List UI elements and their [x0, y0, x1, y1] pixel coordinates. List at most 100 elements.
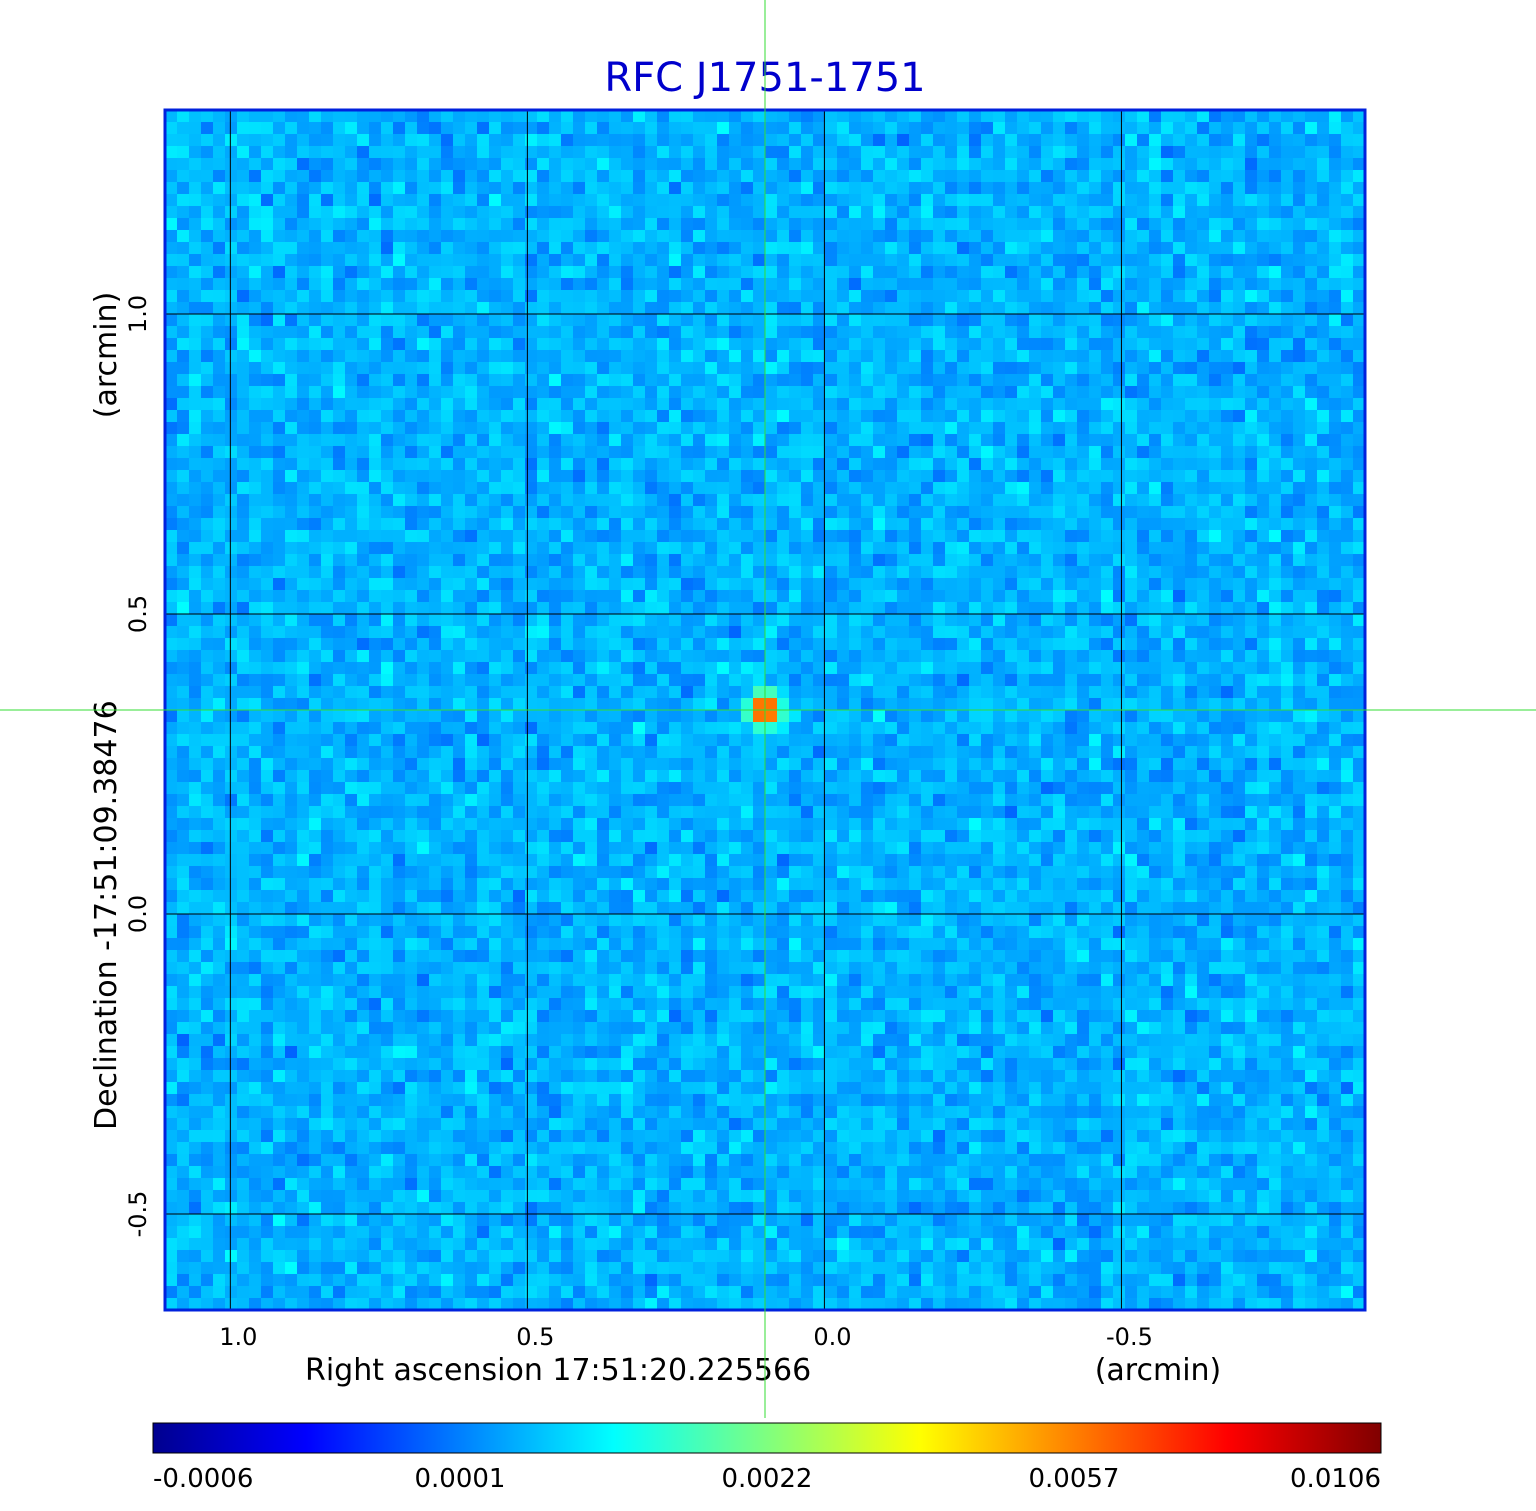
heatmap-cell [957, 698, 970, 711]
heatmap-cell [165, 314, 178, 327]
heatmap-cell [753, 614, 766, 627]
heatmap-cell [873, 302, 886, 315]
heatmap-cell [717, 494, 730, 507]
heatmap-cell [165, 698, 178, 711]
heatmap-cell [789, 158, 802, 171]
heatmap-cell [165, 362, 178, 375]
heatmap-cell [249, 218, 262, 231]
heatmap-cell [861, 482, 874, 495]
heatmap-cell [237, 266, 250, 279]
heatmap-cell [273, 578, 286, 591]
heatmap-cell [381, 158, 394, 171]
heatmap-cell [1041, 674, 1054, 687]
heatmap-cell [765, 458, 778, 471]
heatmap-cell [1257, 230, 1270, 243]
heatmap-cell [1041, 362, 1054, 375]
heatmap-cell [1101, 242, 1114, 255]
heatmap-cell [573, 110, 586, 123]
heatmap-cell [753, 422, 766, 435]
heatmap-cell [1089, 302, 1102, 315]
heatmap-cell [741, 254, 754, 267]
heatmap-cell [357, 434, 370, 447]
heatmap-cell [1125, 266, 1138, 279]
heatmap-cell [669, 242, 682, 255]
heatmap-cell [345, 422, 358, 435]
heatmap-cell [1245, 446, 1258, 459]
heatmap-cell [489, 686, 502, 699]
heatmap-cell [1197, 518, 1210, 531]
heatmap-cell [1125, 398, 1138, 411]
heatmap-cell [981, 254, 994, 267]
heatmap-cell [825, 686, 838, 699]
heatmap-cell [501, 158, 514, 171]
heatmap-cell [573, 398, 586, 411]
heatmap-cell [177, 242, 190, 255]
heatmap-cell [357, 230, 370, 243]
heatmap-cell [417, 482, 430, 495]
heatmap-cell [717, 482, 730, 495]
heatmap-cell [813, 494, 826, 507]
heatmap-cell [357, 398, 370, 411]
heatmap-cell [717, 278, 730, 291]
heatmap-cell [1161, 614, 1174, 627]
heatmap-cell [417, 362, 430, 375]
heatmap-cell [813, 566, 826, 579]
heatmap-cell [177, 254, 190, 267]
heatmap-cell [1257, 458, 1270, 471]
heatmap-cell [1257, 194, 1270, 207]
heatmap-cell [501, 614, 514, 627]
heatmap-cell [885, 626, 898, 639]
heatmap-cell [885, 530, 898, 543]
heatmap-cell [993, 554, 1006, 567]
heatmap-cell [957, 110, 970, 123]
heatmap-cell [1137, 590, 1150, 603]
heatmap-cell [717, 554, 730, 567]
heatmap-cell [585, 290, 598, 303]
heatmap-cell [321, 338, 334, 351]
heatmap-cell [645, 698, 658, 711]
heatmap-cell [657, 494, 670, 507]
heatmap-cell [1077, 350, 1090, 363]
heatmap-cell [501, 290, 514, 303]
heatmap-cell [1305, 638, 1318, 651]
heatmap-cell [633, 494, 646, 507]
heatmap-cell [1137, 686, 1150, 699]
heatmap-cell [417, 578, 430, 591]
heatmap-cell [429, 602, 442, 615]
heatmap-cell [1197, 674, 1210, 687]
heatmap-cell [633, 242, 646, 255]
heatmap-cell [1029, 206, 1042, 219]
heatmap-cell [933, 482, 946, 495]
heatmap-cell [933, 278, 946, 291]
heatmap-cell [1053, 158, 1066, 171]
heatmap-cell [549, 302, 562, 315]
heatmap-cell [333, 650, 346, 663]
heatmap-cell [1149, 494, 1162, 507]
heatmap-cell [345, 326, 358, 339]
heatmap-cell [717, 206, 730, 219]
heatmap-cell [921, 266, 934, 279]
heatmap-cell [1173, 542, 1186, 555]
heatmap-cell [981, 230, 994, 243]
heatmap-cell [1281, 614, 1294, 627]
heatmap-cell [693, 518, 706, 531]
heatmap-cell [1269, 650, 1282, 663]
heatmap-cell [441, 446, 454, 459]
heatmap-cell [1005, 110, 1018, 123]
heatmap-cell [213, 590, 226, 603]
heatmap-cell [1065, 446, 1078, 459]
heatmap-cell [813, 374, 826, 387]
heatmap-cell [225, 242, 238, 255]
heatmap-cell [537, 122, 550, 135]
heatmap-cell [705, 614, 718, 627]
heatmap-cell [441, 362, 454, 375]
heatmap-cell [1065, 566, 1078, 579]
heatmap-cell [165, 254, 178, 267]
heatmap-cell [1305, 386, 1318, 399]
heatmap-cell [681, 518, 694, 531]
heatmap-cell [1053, 122, 1066, 135]
heatmap-cell [993, 650, 1006, 663]
heatmap-cell [1305, 242, 1318, 255]
heatmap-cell [597, 698, 610, 711]
heatmap-cell [1161, 134, 1174, 147]
